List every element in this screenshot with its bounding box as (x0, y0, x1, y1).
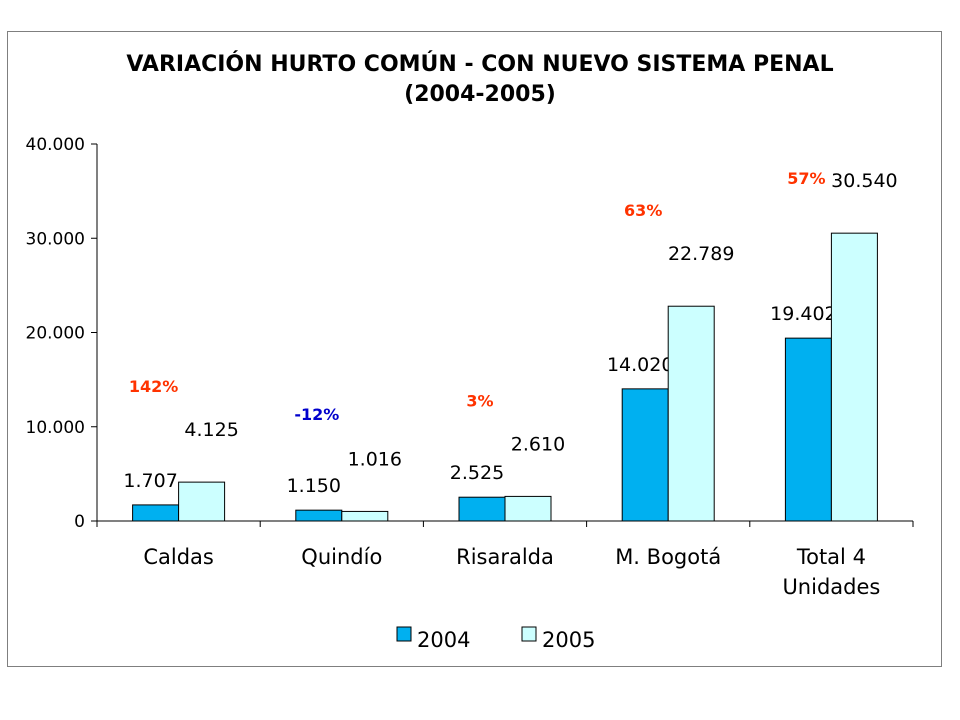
bar-2005 (178, 481, 226, 522)
variation-label: 3% (466, 391, 493, 410)
y-tick-label: 20.000 (26, 324, 85, 344)
y-tick-label: 0 (74, 512, 85, 532)
variation-label: -12% (294, 405, 339, 424)
bar-2004 (458, 496, 506, 522)
x-tick-label: Quindío (301, 545, 382, 569)
variation-label: 57% (787, 169, 825, 188)
variation-label: 63% (624, 201, 662, 220)
x-tick-label: Risaralda (456, 545, 554, 569)
data-label-2004: 19.402 (770, 303, 836, 325)
bar-2005 (341, 510, 389, 522)
bar-2005 (504, 495, 552, 522)
x-tick-label: Caldas (143, 545, 214, 569)
data-label-2004: 1.707 (123, 470, 177, 492)
chart-title-line-1: VARIACIÓN HURTO COMÚN - CON NUEVO SISTEM… (126, 52, 834, 77)
bar-2004 (621, 388, 669, 522)
legend-swatch-2005 (521, 626, 537, 642)
data-label-2005: 2.610 (511, 433, 565, 455)
y-tick-label: 40.000 (26, 135, 85, 155)
legend-label-2004: 2004 (417, 628, 470, 652)
x-tick-label: M. Bogotá (615, 545, 721, 569)
y-tick-label: 30.000 (26, 229, 85, 249)
x-tick-label: Unidades (782, 575, 880, 599)
data-label-2004: 14.020 (607, 354, 673, 376)
data-label-2004: 2.525 (450, 462, 504, 484)
y-tick-label: 10.000 (26, 418, 85, 438)
bar-2005 (830, 232, 878, 522)
legend-label-2005: 2005 (542, 628, 595, 652)
bar-2004 (784, 337, 832, 522)
variation-label: 142% (129, 377, 178, 396)
chart-title: VARIACIÓN HURTO COMÚN - CON NUEVO SISTEM… (0, 50, 960, 110)
data-label-2005: 4.125 (184, 419, 238, 441)
chart-title-line-2: (2004-2005) (404, 82, 556, 107)
bar-2004 (132, 504, 180, 522)
bar-2005 (667, 305, 715, 522)
legend-swatch-2004 (396, 626, 412, 642)
data-label-2005: 22.789 (668, 243, 734, 265)
bar-2004 (295, 509, 343, 522)
data-label-2004: 1.150 (287, 475, 341, 497)
x-tick-label: Total 4 (796, 545, 866, 569)
data-label-2005: 30.540 (831, 170, 897, 192)
data-label-2005: 1.016 (348, 448, 402, 470)
